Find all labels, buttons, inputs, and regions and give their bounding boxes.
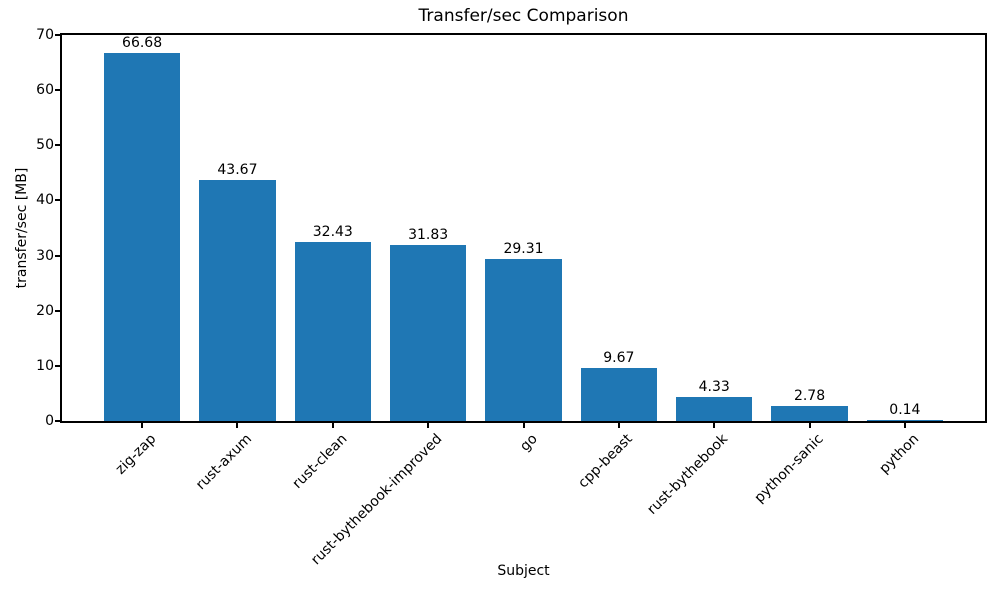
x-tick-mark (713, 423, 716, 428)
y-tick-mark (55, 420, 60, 422)
x-tick-mark (903, 423, 906, 428)
y-tick-label-40: 40 (36, 192, 54, 209)
x-tick-mark (427, 423, 430, 428)
bar-value-label-rust-axum: 43.67 (217, 162, 258, 179)
bar-value-label-python-sanic: 2.78 (793, 387, 826, 404)
x-tick-label-python-sanic: python-sanic (751, 431, 827, 507)
x-axis-label: Subject (497, 563, 550, 579)
x-tick-label-python: python (876, 431, 923, 477)
y-tick-label-20: 20 (36, 302, 54, 319)
bar-python (866, 420, 944, 421)
x-tick-label-rust-axum: rust-axum (192, 431, 255, 494)
y-tick-label-70: 70 (36, 27, 54, 43)
plot-area: 66.68 43.67 32.43 31.83 29.31 9.67 4.33 2.78 0.1… (60, 33, 987, 423)
bar-value-label-cpp-beast: 9.67 (603, 349, 635, 366)
y-tick-mark (55, 199, 60, 202)
x-tick-mark (617, 423, 620, 428)
x-tick-mark (808, 423, 811, 428)
x-tick-label-zig-zap: zig-zap (112, 431, 160, 478)
x-tick-mark (141, 423, 144, 428)
x-tick-mark (331, 423, 334, 428)
x-tick-mark (236, 423, 239, 428)
y-tick-label-30: 30 (36, 247, 54, 264)
y-tick-label-50: 50 (36, 137, 54, 154)
bar-go (485, 259, 562, 421)
bar-zig-zap (103, 53, 181, 421)
bar-value-label-rust-bythebook: 4.33 (698, 379, 730, 396)
bar-rust-bythebook-improved (390, 245, 467, 421)
x-tick-mark (522, 423, 525, 428)
y-tick-label-0: 0 (45, 413, 54, 429)
bar-value-label-go: 29.31 (503, 241, 544, 258)
bar-cpp-beast (580, 367, 657, 421)
y-tick-mark (55, 89, 60, 92)
x-tick-label-go: go (517, 431, 541, 455)
bar-value-label-python: 0.14 (889, 402, 921, 418)
y-tick-mark (55, 364, 60, 367)
y-axis-label: transfer/sec [MB] (14, 167, 30, 289)
y-tick-mark (55, 254, 60, 257)
x-tick-label-rust-clean: rust-clean (289, 431, 351, 492)
bar-value-label-rust-bythebook-improved: 31.83 (408, 227, 449, 244)
x-tick-label-rust-bythebook: rust-bythebook (644, 431, 732, 518)
bar-value-label-rust-clean: 32.43 (312, 224, 353, 241)
y-tick-mark (55, 144, 60, 147)
bar-rust-clean (294, 242, 371, 421)
bar-rust-bythebook (676, 397, 753, 421)
bar-python-sanic (771, 405, 848, 421)
bar-value-label-zig-zap: 66.68 (122, 35, 163, 52)
y-tick-mark (55, 309, 60, 312)
y-tick-label-60: 60 (36, 82, 54, 99)
chart-title: Transfer/sec Comparison (418, 6, 629, 26)
y-tick-mark (55, 34, 60, 36)
y-tick-label-10: 10 (36, 357, 54, 374)
x-tick-label-cpp-beast: cpp-beast (575, 431, 637, 492)
bar-rust-axum (199, 180, 276, 421)
